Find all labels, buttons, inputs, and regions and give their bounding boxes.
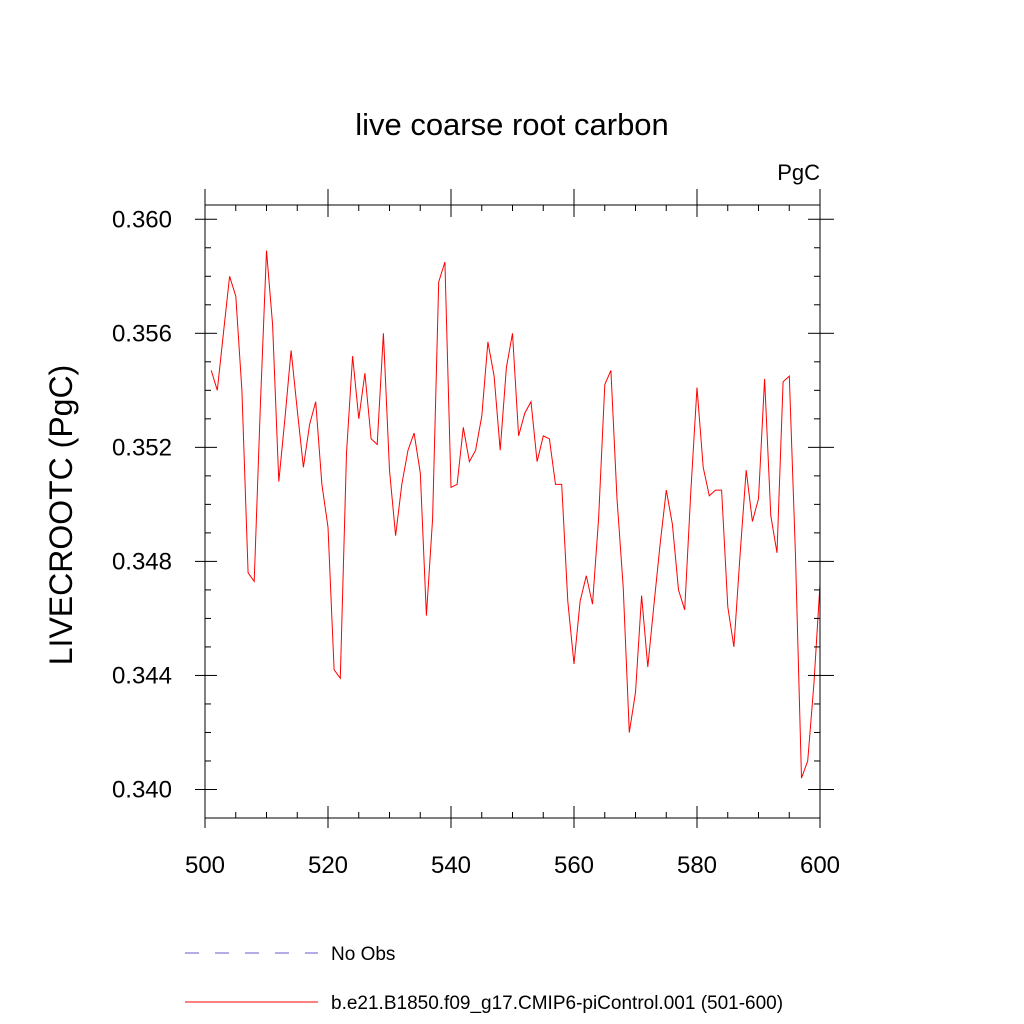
y-tick-label: 0.340 bbox=[112, 776, 172, 803]
legend: No Obs b.e21.B1850.f09_g17.CMIP6-piContro… bbox=[185, 944, 783, 1014]
x-tick-label: 580 bbox=[677, 852, 717, 879]
x-tick-label: 540 bbox=[431, 852, 471, 879]
y-tick-label: 0.360 bbox=[112, 206, 172, 233]
legend-label: No Obs bbox=[331, 944, 395, 965]
y-axis-label: LIVECROOTC (PgC) bbox=[43, 365, 79, 665]
x-tick-label: 500 bbox=[185, 852, 225, 879]
axes: 500 520 540 560 580 600 0.340 0.344 0.348 0.352 0.… bbox=[112, 189, 840, 879]
y-tick-label: 0.356 bbox=[112, 320, 172, 347]
series-line bbox=[210, 250, 821, 779]
x-tick-label: 600 bbox=[800, 852, 840, 879]
x-tick-label: 520 bbox=[308, 852, 348, 879]
chart-title: live coarse root carbon bbox=[355, 107, 669, 142]
legend-label: b.e21.B1850.f09_g17.CMIP6-piControl.001 … bbox=[331, 993, 783, 1014]
plot-area bbox=[210, 250, 821, 779]
plot-frame bbox=[204, 204, 821, 819]
y-tick-label: 0.352 bbox=[112, 434, 172, 461]
y-tick-label: 0.348 bbox=[112, 548, 172, 575]
units-label: PgC bbox=[777, 160, 820, 185]
y-tick-label: 0.344 bbox=[112, 662, 172, 689]
x-tick-label: 560 bbox=[554, 852, 594, 879]
